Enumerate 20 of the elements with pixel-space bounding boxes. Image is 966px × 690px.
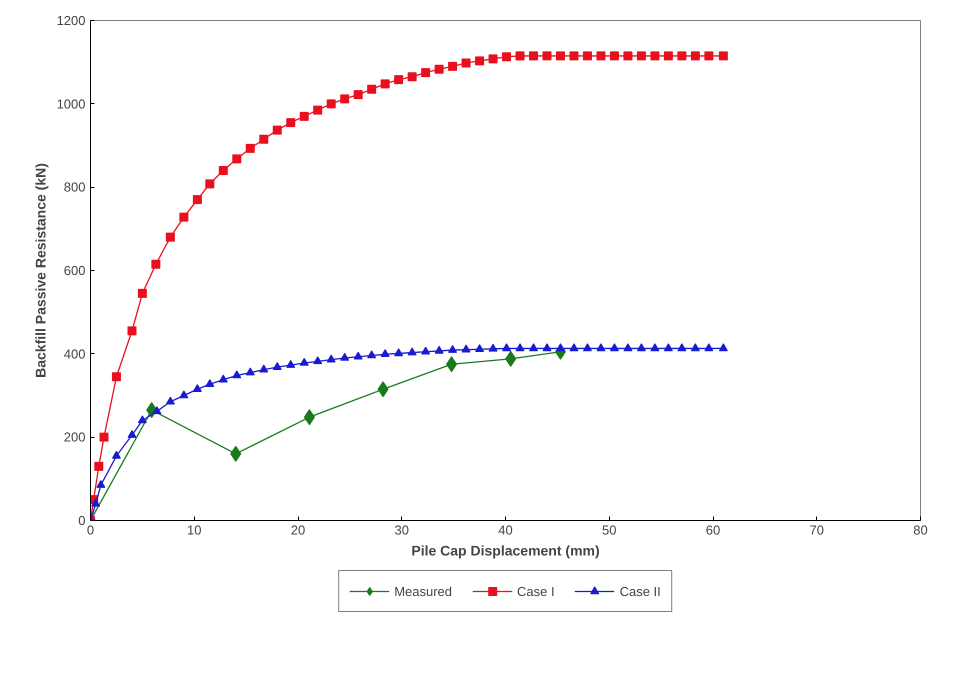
x-tick-label: 70 [810,522,824,538]
y-tick-label: 1200 [56,13,86,28]
x-tick-label: 40 [498,522,513,538]
y-tick-label: 400 [64,346,86,362]
x-tick-label: 10 [187,522,202,538]
legend-label: Case II [620,584,661,598]
y-tick-label: 600 [64,263,86,278]
x-tick-label: 80 [913,522,928,538]
x-tick-label: 60 [706,522,720,538]
y-tick-label: 800 [64,180,86,195]
y-tick-label: 0 [78,513,86,528]
x-tick-label: 30 [394,522,409,538]
legend-label: Measured [394,584,452,598]
y-axis-title: Backfill Passive Resistance (kN) [32,163,49,378]
y-tick-label: 1000 [56,96,86,112]
y-tick-label: 200 [64,430,86,445]
legend-label: Case I [517,584,555,598]
x-tick-label: 50 [602,522,616,538]
x-axis-title: Pile Cap Displacement (mm) [411,542,600,558]
x-tick-label: 20 [290,522,306,538]
